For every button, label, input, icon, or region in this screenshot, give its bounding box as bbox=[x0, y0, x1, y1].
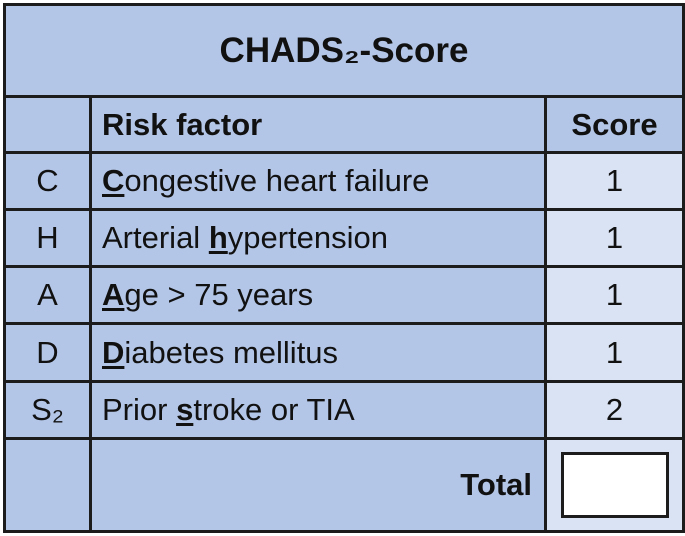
risk-row: A Age > 75 years 1 bbox=[3, 265, 685, 326]
key-letter: D bbox=[102, 334, 125, 370]
total-label: Total bbox=[89, 436, 547, 534]
table-title: CHADS₂-Score bbox=[2, 2, 685, 99]
risk-score: 1 bbox=[543, 208, 685, 269]
factor-text: ongestive heart failure bbox=[124, 163, 430, 199]
risk-factor: Congestive heart failure bbox=[89, 151, 547, 212]
risk-score: 1 bbox=[543, 265, 685, 326]
key-letter: C bbox=[102, 163, 125, 199]
risk-score: 2 bbox=[543, 379, 685, 440]
total-row: Total bbox=[3, 436, 685, 534]
factor-text: troke or TIA bbox=[193, 391, 355, 427]
risk-row: H Arterial hypertension 1 bbox=[3, 208, 685, 269]
risk-letter: S₂ bbox=[3, 379, 92, 440]
total-empty bbox=[3, 436, 92, 534]
key-letter: A bbox=[102, 277, 125, 313]
factor-text: Prior bbox=[102, 391, 177, 427]
factor-text: ypertension bbox=[227, 220, 389, 256]
header-empty bbox=[3, 95, 92, 155]
risk-factor: Arterial hypertension bbox=[89, 208, 547, 269]
risk-row: C Congestive heart failure 1 bbox=[3, 151, 685, 212]
risk-factor: Prior stroke or TIA bbox=[89, 379, 547, 440]
header-risk-factor: Risk factor bbox=[89, 95, 547, 155]
key-letter: h bbox=[208, 220, 228, 256]
risk-row: S₂ Prior stroke or TIA 2 bbox=[3, 379, 685, 440]
risk-letter: A bbox=[3, 265, 92, 326]
risk-letter: C bbox=[3, 151, 92, 212]
header-row: Risk factor Score bbox=[3, 95, 685, 155]
risk-letter: D bbox=[3, 322, 92, 383]
risk-row: D Diabetes mellitus 1 bbox=[3, 322, 685, 383]
total-cell bbox=[543, 436, 685, 534]
factor-text: iabetes mellitus bbox=[124, 334, 339, 370]
risk-factor: Age > 75 years bbox=[89, 265, 547, 326]
risk-score: 1 bbox=[543, 151, 685, 212]
risk-factor: Diabetes mellitus bbox=[89, 322, 547, 383]
title-row: CHADS₂-Score bbox=[2, 2, 685, 99]
header-score: Score bbox=[543, 95, 685, 155]
factor-text: Arterial bbox=[102, 220, 209, 256]
total-input-box bbox=[560, 451, 669, 518]
factor-text: ge > 75 years bbox=[124, 277, 314, 313]
risk-letter: H bbox=[3, 208, 92, 269]
key-letter: s bbox=[176, 391, 194, 427]
risk-score: 1 bbox=[543, 322, 685, 383]
